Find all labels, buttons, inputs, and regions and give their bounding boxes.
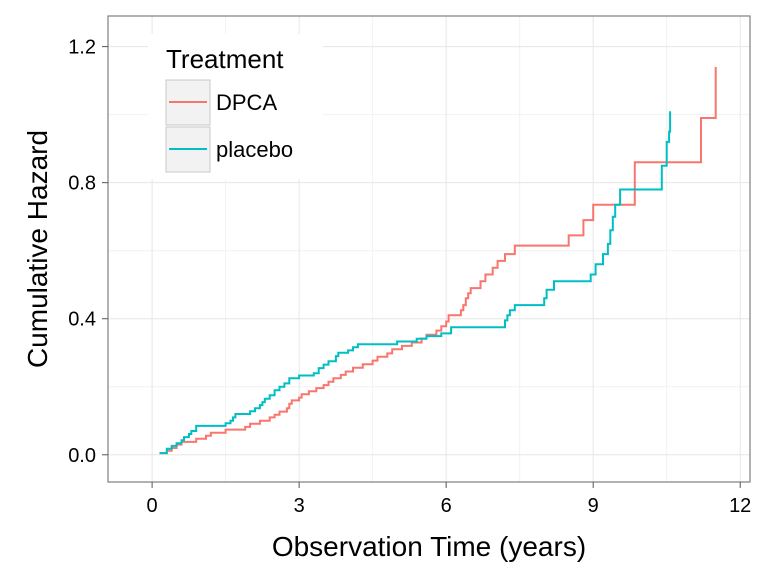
y-tick-label: 1.2 [68,37,96,59]
legend-label-dpca: DPCA [216,90,277,115]
x-tick-label: 9 [588,495,599,517]
x-tick-label: 6 [441,495,452,517]
series-lines [159,67,717,455]
x-tick-label: 3 [294,495,305,517]
legend-title: Treatment [166,44,284,74]
y-tick-label: 0.4 [68,309,96,331]
series-line-dpca [159,67,717,455]
y-tick-label: 0.8 [68,173,96,195]
panel-border [107,15,751,483]
x-tick-label: 12 [729,495,751,517]
legend-entries: DPCA placebo [165,79,293,173]
legend: Treatment DPCA placebo [148,34,323,179]
x-axis-title: Observation Time (years) [272,531,586,562]
y-tick-label: 0.0 [68,445,96,467]
series-line-placebo [159,111,672,455]
axis-ticks: 0 3 6 9 12 0.0 0.4 0.8 1.2 [68,37,751,517]
x-tick-label: 0 [147,495,158,517]
legend-label-placebo: placebo [216,137,293,162]
y-axis-title: Cumulative Hazard [22,130,53,368]
